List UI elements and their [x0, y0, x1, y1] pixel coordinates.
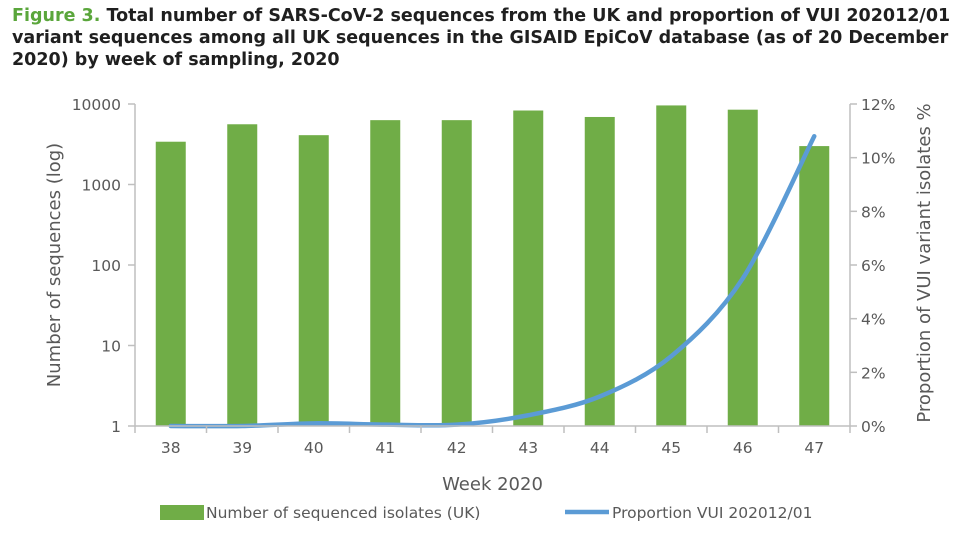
legend-bar-label: Number of sequenced isolates (UK) — [206, 504, 480, 522]
y2-tick-label: 4% — [861, 311, 886, 329]
y2-tick-label: 8% — [861, 203, 886, 221]
y2-axis-title: Proportion of VUI variant isolates % — [914, 103, 935, 422]
x-tick-label: 43 — [518, 439, 538, 457]
bar-week-47 — [799, 146, 830, 426]
bar-week-38 — [155, 141, 186, 426]
bar-week-43 — [513, 110, 544, 426]
bar-week-44 — [584, 116, 615, 426]
y-axis-title: Number of sequences (log) — [44, 143, 65, 387]
x-tick-label: 44 — [590, 439, 610, 457]
bar-series — [155, 105, 830, 427]
y-tick-label: 1 — [111, 418, 121, 436]
x-tick-label: 39 — [232, 439, 252, 457]
x-tick-label: 42 — [447, 439, 467, 457]
bar-week-42 — [441, 120, 472, 427]
y-tick-label: 1000 — [82, 177, 121, 195]
figure-label: Figure 3. — [12, 6, 101, 26]
y-tick-label: 10 — [101, 338, 121, 356]
x-axis-title: Week 2020 — [442, 474, 543, 495]
y2-tick-label: 12% — [861, 96, 895, 114]
legend-bar-swatch — [160, 505, 204, 520]
y2-tick-label: 6% — [861, 257, 886, 275]
bar-week-46 — [727, 109, 758, 427]
x-tick-label: 47 — [804, 439, 824, 457]
y-tick-label: 100 — [91, 257, 121, 275]
bar-week-39 — [227, 124, 258, 426]
legend: Number of sequenced isolates (UK) Proport… — [160, 504, 812, 522]
x-tick-label: 40 — [304, 439, 324, 457]
x-tick-label: 46 — [733, 439, 753, 457]
figure-title: Total number of SARS-CoV-2 sequences fro… — [12, 6, 951, 70]
x-tick-label: 38 — [161, 439, 181, 457]
bar-week-41 — [370, 120, 401, 427]
line-series — [168, 133, 817, 429]
proportion-line — [168, 133, 817, 429]
x-tick-label: 45 — [661, 439, 681, 457]
y2-tick-label: 2% — [861, 364, 886, 382]
x-tick-label: 41 — [375, 439, 395, 457]
bar-week-45 — [656, 105, 687, 427]
bar-week-40 — [298, 135, 329, 426]
y-tick-label: 10000 — [72, 96, 121, 114]
axes: 38 39 40 41 42 43 44 45 46 47 1 10 100 1000 10000 0% 2% 4… — [44, 96, 935, 495]
figure-caption: Figure 3. Total number of SARS-CoV-2 seq… — [12, 5, 972, 71]
y2-tick-label: 10% — [861, 150, 895, 168]
legend-line-label: Proportion VUI 202012/01 — [612, 504, 812, 522]
y2-tick-label: 0% — [861, 418, 886, 436]
